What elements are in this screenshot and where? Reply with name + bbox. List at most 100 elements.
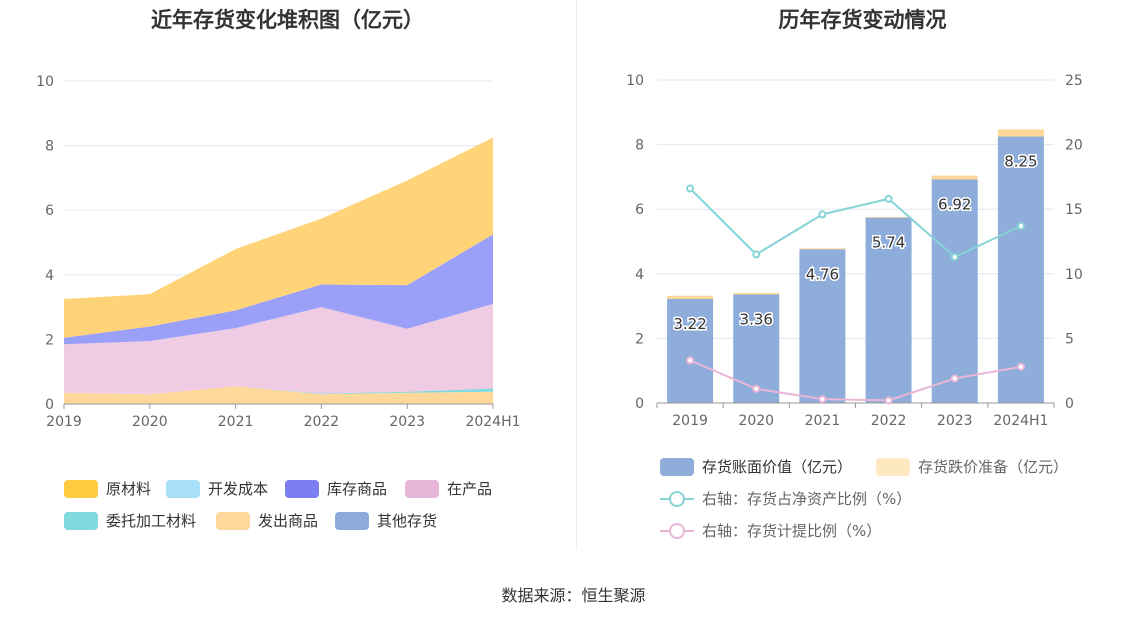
left-chart-title: 近年存货变化堆积图（亿元） [151, 8, 424, 32]
x-tick-label: 2024H1 [993, 413, 1048, 429]
legend-swatch [335, 511, 369, 530]
x-tick-label: 2019 [672, 413, 708, 429]
x-tick-label: 2024H1 [465, 414, 520, 430]
legend-label: 委托加工材料 [106, 512, 197, 530]
line-series [689, 187, 1022, 259]
legend-marker [669, 490, 685, 507]
legend-swatch [166, 479, 200, 498]
area-series [64, 386, 493, 404]
bar-book-value [865, 217, 912, 403]
legend-label: 发出商品 [258, 512, 319, 530]
inventory-bar-chart-panel: 历年存货变动情况 0 2 4 6 8 10 0 5 10 15 20 25 2019 2020 2021 20… [578, 0, 1147, 550]
legend-item[interactable]: 开发成本 [166, 478, 268, 499]
x-tick-label: 2020 [738, 413, 774, 429]
legend-swatch [285, 479, 319, 498]
legend-item[interactable]: 在产品 [405, 478, 492, 499]
x-tick-label: 2023 [389, 414, 425, 430]
line-point [1016, 362, 1025, 371]
bar-provision [865, 216, 912, 218]
bar-provision [733, 292, 780, 295]
y-tick-label: 2 [635, 331, 644, 347]
legend-item[interactable]: 右轴：存货占净资产比例（%） [660, 488, 911, 509]
x-tick-label: 2021 [805, 413, 841, 429]
legend-marker [669, 522, 685, 539]
legend-item[interactable]: 其他存货 [335, 510, 437, 531]
y-tick-label: 2 [45, 332, 54, 348]
y-tick-label: 4 [45, 268, 54, 284]
x-tick-label: 2020 [132, 414, 168, 430]
line-point [818, 395, 827, 404]
bar-provision [799, 248, 846, 250]
y-tick-label: 10 [36, 74, 54, 90]
legend-label: 右轴：存货计提比例（%） [702, 522, 882, 540]
line-point [1016, 221, 1025, 230]
legend-item[interactable]: 原材料 [64, 478, 151, 499]
legend-label: 存货跌价准备（亿元） [918, 458, 1069, 476]
y2-tick-label: 5 [1065, 331, 1074, 347]
legend-item[interactable]: 发出商品 [216, 510, 318, 531]
y-tick-label: 8 [635, 138, 644, 154]
legend-label: 右轴：存货占净资产比例（%） [702, 490, 912, 508]
bar-data-label: 6.92 [938, 195, 971, 213]
x-tick-label: 2022 [304, 414, 340, 430]
line-point [950, 374, 959, 383]
bar-book-value [667, 298, 714, 403]
y-tick-label: 8 [45, 139, 54, 155]
bar-book-value [799, 249, 846, 403]
bar-book-value [931, 179, 978, 403]
legend-swatch [216, 511, 250, 530]
y2-tick-label: 25 [1065, 73, 1083, 89]
y-tick-label: 10 [626, 73, 644, 89]
line-point [686, 356, 695, 365]
legend-label: 开发成本 [208, 480, 269, 498]
legend-item[interactable]: 委托加工材料 [64, 510, 196, 531]
legend-item[interactable]: 存货跌价准备（亿元） [876, 456, 1068, 477]
y-tick-label: 0 [635, 396, 644, 412]
line-point [950, 253, 959, 262]
x-tick-label: 2023 [937, 413, 973, 429]
y2-tick-label: 15 [1065, 202, 1083, 218]
stacked-area-chart: 0 2 4 6 8 10 2019 2020 2021 2022 2023 2024H1 [36, 74, 520, 430]
line-point [818, 210, 827, 219]
line-point [884, 396, 893, 405]
legend-label: 原材料 [106, 480, 152, 498]
legend-item[interactable]: 库存商品 [285, 478, 387, 499]
bar-data-label: 3.22 [673, 315, 706, 333]
bar-provision [931, 175, 978, 180]
legend-label: 库存商品 [327, 480, 388, 498]
y2-tick-label: 10 [1065, 267, 1083, 283]
bar-data-label: 8.25 [1004, 153, 1037, 171]
bar-data-label: 5.74 [872, 234, 905, 252]
y-tick-label: 4 [635, 267, 644, 283]
x-tick-label: 2022 [871, 413, 907, 429]
legend-swatch [660, 490, 694, 508]
y2-tick-label: 0 [1065, 396, 1074, 412]
data-source-note: 数据来源：恒生聚源 [501, 586, 646, 605]
area-series [64, 386, 493, 395]
stacked-area-chart-panel: 近年存货变化堆积图（亿元） 0 2 4 6 8 10 2019 2020 2021 2022 202… [0, 0, 575, 550]
line-point [884, 194, 893, 203]
bar-provision [997, 129, 1044, 137]
legend-swatch [660, 522, 694, 540]
bar-book-value [997, 136, 1044, 403]
legend-swatch [660, 457, 694, 476]
line-point [752, 250, 761, 259]
line-point [686, 184, 695, 193]
legend-label: 其他存货 [377, 512, 438, 530]
legend-item[interactable]: 存货账面价值（亿元） [660, 456, 852, 477]
right-chart-title: 历年存货变动情况 [778, 8, 947, 32]
legend-item[interactable]: 右轴：存货计提比例（%） [660, 520, 881, 541]
y-tick-label: 6 [45, 203, 54, 219]
panel-divider [576, 0, 577, 550]
x-tick-label: 2019 [46, 414, 82, 430]
area-series [64, 234, 493, 345]
inventory-bar-line-chart: 0 2 4 6 8 10 0 5 10 15 20 25 2019 2020 2021 2022 2023 202… [626, 73, 1083, 429]
bar-data-label: 4.76 [806, 265, 839, 283]
y-tick-label: 6 [635, 202, 644, 218]
line-point [752, 384, 761, 393]
legend-label: 存货账面价值（亿元） [702, 458, 853, 476]
legend-swatch [64, 479, 98, 498]
area-series [64, 303, 493, 395]
x-tick-label: 2021 [218, 414, 254, 430]
area-series [64, 137, 493, 338]
